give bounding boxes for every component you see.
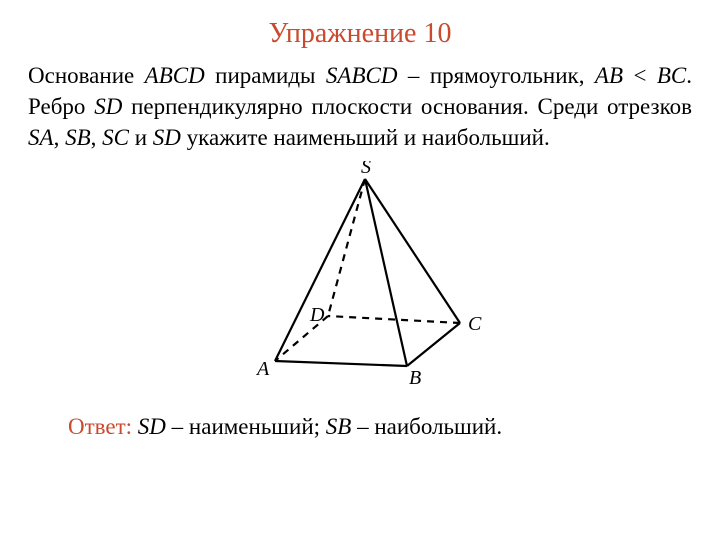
text: – наибольший. <box>351 414 502 439</box>
text: Основание <box>28 63 145 88</box>
var: BC <box>657 63 686 88</box>
var: SA <box>28 125 54 150</box>
text: укажите наименьший и наибольший. <box>181 125 550 150</box>
text: – наименьший; <box>166 414 326 439</box>
var: SC <box>102 125 129 150</box>
var: SD <box>94 94 122 119</box>
exercise-title: Упражнение 10 <box>28 18 692 50</box>
svg-text:B: B <box>409 367 421 389</box>
pyramid-diagram: S A B C D <box>215 161 505 391</box>
var: ABCD <box>145 63 205 88</box>
text: < <box>623 63 657 88</box>
var: SB <box>65 125 91 150</box>
answer-text: Ответ: SD – наименьший; SB – наибольший. <box>28 414 692 440</box>
var: SABCD <box>326 63 398 88</box>
svg-text:S: S <box>361 161 371 178</box>
answer-label: Ответ: <box>68 414 132 439</box>
text: перпендикулярно плоскости основания. Сре… <box>122 94 692 119</box>
text: , <box>54 125 66 150</box>
var: SD <box>153 125 181 150</box>
text: , <box>91 125 103 150</box>
var: SB <box>326 414 352 439</box>
figure-container: S A B C D <box>28 161 692 396</box>
var: SD <box>138 414 166 439</box>
text: – прямоугольник, <box>397 63 594 88</box>
svg-text:A: A <box>255 358 270 380</box>
svg-text:D: D <box>309 304 325 326</box>
var: AB <box>595 63 623 88</box>
text: пирамиды <box>205 63 326 88</box>
text: и <box>129 125 153 150</box>
svg-text:C: C <box>468 313 482 335</box>
problem-text: Основание ABCD пирамиды SABCD – прямоуго… <box>28 60 692 153</box>
